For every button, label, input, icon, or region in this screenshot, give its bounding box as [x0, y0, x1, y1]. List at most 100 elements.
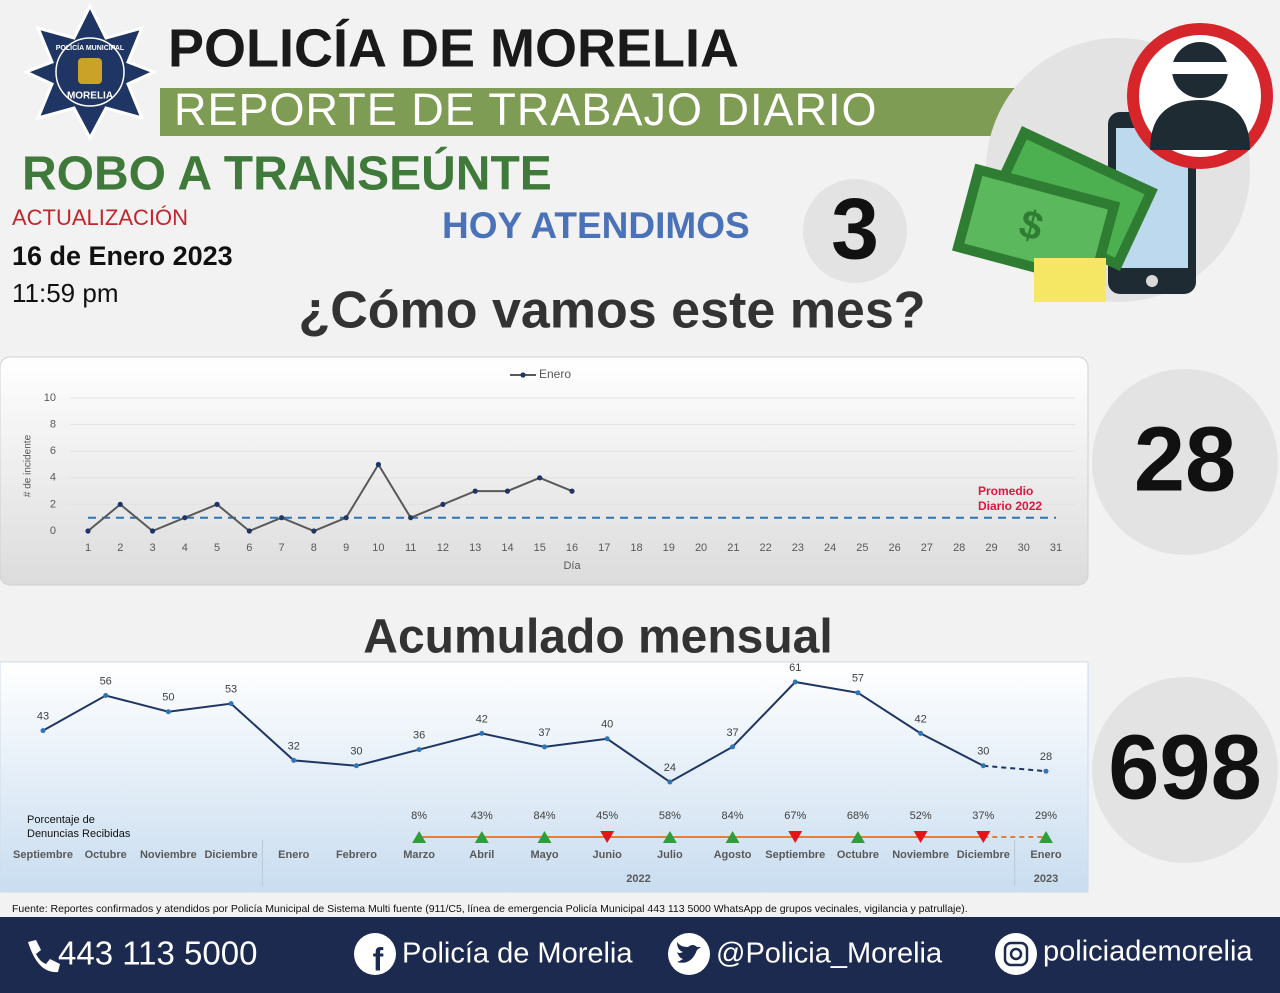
- data-label: 61: [789, 662, 801, 674]
- footer-twitter: @Policia_Morelia: [716, 938, 943, 970]
- update-label: ACTUALIZACIÓN: [12, 205, 188, 230]
- percent-label: 43%: [471, 810, 493, 822]
- x-tick-label: 27: [921, 542, 933, 554]
- x-tick-label: Noviembre: [892, 849, 949, 861]
- point: [569, 488, 575, 494]
- year-label: 2022: [626, 873, 650, 885]
- instagram-icon: [995, 933, 1037, 975]
- x-tick-label: Mayo: [530, 849, 558, 861]
- percent-marker: [474, 831, 489, 843]
- accum-circle: [1092, 677, 1278, 863]
- time: 11:59 pm: [12, 278, 118, 308]
- phone-icon: [28, 940, 60, 973]
- series-line: [42, 680, 984, 784]
- data-label: 42: [476, 713, 488, 725]
- percent-marker: [600, 831, 615, 843]
- percent-label: Porcentaje de Denuncias Recibidas: [27, 814, 131, 840]
- x-tick-label: 8: [311, 542, 317, 554]
- x-tick-label: Febrero: [336, 849, 377, 861]
- x-tick-label: 9: [343, 542, 349, 554]
- point: [542, 744, 547, 750]
- today-value: 3: [831, 182, 879, 278]
- point: [918, 730, 924, 736]
- x-tick-label: Agosto: [714, 849, 752, 861]
- percent-label: 45%: [596, 810, 618, 822]
- percent-label: 37%: [972, 810, 994, 822]
- point: [165, 709, 171, 715]
- data-label: 28: [1040, 751, 1052, 763]
- data-label: 43: [37, 711, 49, 723]
- x-tick-label: Octubre: [85, 849, 127, 861]
- x-tick-label: 16: [566, 542, 578, 554]
- x-tick-label: 3: [149, 542, 155, 554]
- x-tick-label: Septiembre: [765, 849, 825, 861]
- x-tick-label: 12: [437, 542, 449, 554]
- point: [40, 728, 46, 734]
- title: POLICÍA DE MORELIA: [168, 18, 739, 78]
- y-tick-label: 10: [44, 392, 56, 404]
- x-tick-label: 11: [405, 542, 416, 554]
- x-tick-label: Julio: [657, 849, 683, 861]
- x-tick-label: Octubre: [837, 849, 879, 861]
- percent-label: 84%: [533, 810, 555, 822]
- x-tick-label: 26: [889, 542, 901, 554]
- badge-bottom: MORELIA: [67, 91, 113, 102]
- percent-marker: [1039, 831, 1053, 843]
- point: [246, 528, 252, 534]
- point: [604, 736, 610, 742]
- x-tick-label: 30: [1018, 542, 1030, 554]
- y-tick-label: 2: [50, 498, 56, 510]
- percent-label: 29%: [1035, 810, 1057, 822]
- point: [537, 475, 543, 481]
- source: Fuente: Reportes confirmados y atendidos…: [12, 903, 968, 915]
- series-line: [87, 462, 573, 533]
- percent-label: 52%: [910, 810, 932, 822]
- x-tick-label: 22: [759, 542, 771, 554]
- percent-marker: [412, 831, 427, 843]
- point: [472, 488, 478, 494]
- point: [343, 515, 349, 521]
- point: [416, 747, 422, 753]
- x-tick-label: 21: [727, 542, 739, 554]
- percent-marker: [662, 831, 677, 843]
- data-label: 56: [100, 675, 112, 687]
- x-tick-label: Noviembre: [140, 849, 197, 861]
- footer-facebook: Policía de Morelia: [402, 938, 633, 970]
- data-label: 50: [162, 692, 174, 704]
- x-tick-label: Diciembre: [204, 849, 257, 861]
- data-label: 36: [413, 729, 425, 741]
- point: [730, 744, 736, 750]
- x-tick-label: 13: [469, 542, 481, 554]
- percent-marker: [850, 831, 865, 843]
- point: [504, 488, 511, 494]
- percent-label: 8%: [411, 810, 427, 822]
- y-tick-label: 8: [50, 419, 56, 431]
- badge-top: POLICÍA MUNICIPAL: [56, 43, 125, 52]
- point: [353, 763, 359, 769]
- x-tick-label: 20: [695, 542, 707, 554]
- x-tick-label: Enero: [1030, 849, 1061, 861]
- accum-total: 698: [1108, 716, 1262, 818]
- subtitle-bar: [160, 88, 1015, 136]
- chart2-panel: [0, 661, 1089, 893]
- footer-bar: [0, 917, 1280, 993]
- point: [311, 528, 317, 534]
- facebook-icon: f: [354, 933, 396, 977]
- point: [279, 515, 285, 521]
- data-label: 30: [350, 746, 362, 758]
- point: [214, 501, 220, 507]
- point: [182, 515, 188, 521]
- year-label: 2023: [1034, 873, 1058, 885]
- x-tick-label: 1: [85, 542, 91, 554]
- percent-label: 84%: [722, 810, 744, 822]
- percent-marker: [913, 831, 928, 843]
- x-tick-label: 4: [182, 542, 188, 554]
- x-tick-label: 23: [792, 542, 804, 554]
- point: [855, 690, 861, 696]
- x-tick-label: 18: [630, 542, 642, 554]
- y-axis-label: # de incidente: [23, 434, 34, 497]
- month-total: 28: [1134, 408, 1236, 510]
- footer-phone: 443 113 5000: [58, 935, 257, 972]
- x-tick-label: Abril: [469, 849, 494, 861]
